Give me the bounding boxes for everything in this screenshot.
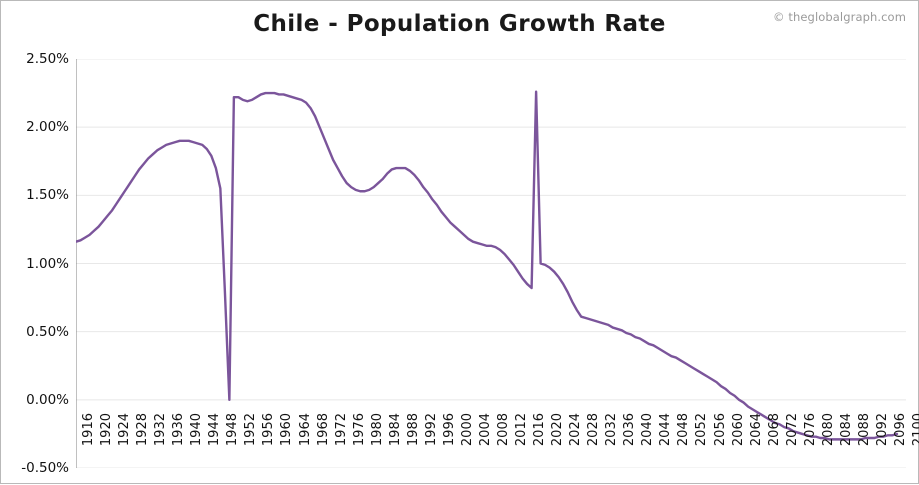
- x-axis-tick-label: 2032: [604, 413, 620, 447]
- x-axis-tick-label: 1944: [207, 413, 223, 447]
- y-axis-tick-label: 0.50%: [26, 323, 69, 340]
- x-axis-tick-label: 1952: [243, 413, 259, 447]
- x-axis-tick-label: 1956: [261, 413, 277, 447]
- gridlines: [76, 59, 906, 468]
- x-axis-tick-label: 2096: [892, 413, 908, 447]
- x-axis-tick-label: 1936: [171, 413, 187, 447]
- data-series-line: [76, 90, 899, 441]
- x-axis-tick-label: 1924: [117, 413, 133, 447]
- x-axis-tick-label: 1972: [333, 413, 349, 447]
- x-axis-tick-label: 2036: [622, 413, 638, 447]
- y-axis-tick-label: 2.00%: [26, 119, 69, 136]
- plot-area: [76, 59, 906, 468]
- x-axis-tick-label: 2080: [820, 413, 836, 447]
- x-axis-tick-label: 2100: [911, 413, 919, 447]
- x-axis-tick-label: 2056: [712, 413, 728, 447]
- x-axis-tick-label: 1940: [189, 413, 205, 447]
- x-axis-tick-label: 2016: [532, 413, 548, 447]
- x-axis-tick-label: 1988: [405, 413, 421, 447]
- x-axis-tick-label: 2072: [784, 413, 800, 447]
- x-axis-tick-label: 1968: [315, 413, 331, 447]
- x-axis-tick-label: 2012: [514, 413, 530, 447]
- x-axis-tick-label: 2044: [658, 413, 674, 447]
- x-axis-tick-label: 2052: [694, 413, 710, 447]
- x-axis-tick-label: 2064: [748, 413, 764, 447]
- x-axis-tick-label: 1928: [135, 413, 151, 447]
- x-axis-tick-label: 2020: [550, 413, 566, 447]
- x-axis-tick-label: 1964: [297, 413, 313, 447]
- y-axis-tick-label: 1.50%: [26, 187, 69, 204]
- y-axis-tick-label: 1.00%: [26, 255, 69, 272]
- x-axis-tick-label: 1948: [225, 413, 241, 447]
- y-axis-tick-label: 0.00%: [26, 391, 69, 408]
- x-axis-tick-label: 1976: [351, 413, 367, 447]
- x-axis-tick-label: 1984: [387, 413, 403, 447]
- x-axis-tick-label: 2000: [459, 413, 475, 447]
- y-axis-tick-label: 2.50%: [26, 51, 69, 67]
- x-axis-tick-label: 1920: [99, 413, 115, 447]
- line-chart-svg: [76, 59, 906, 468]
- x-axis-tick-label: 2088: [856, 413, 872, 447]
- x-axis-tick-label: 2076: [802, 413, 818, 447]
- x-axis-tick-label: 1932: [153, 413, 169, 447]
- x-axis-tick-label: 1980: [369, 413, 385, 447]
- y-axis-tick-label: -0.50%: [21, 460, 69, 476]
- x-axis-tick-label: 2092: [874, 413, 890, 447]
- x-axis-tick-label: 1996: [441, 413, 457, 447]
- x-axis-tick-label: 2008: [496, 413, 511, 447]
- x-axis-tick-label: 1916: [81, 413, 96, 447]
- x-axis-tick-label: 2048: [676, 413, 692, 447]
- x-axis-tick-label: 2004: [477, 413, 493, 447]
- x-axis-tick-label: 1960: [279, 413, 295, 447]
- x-axis-tick-label: 2068: [766, 413, 782, 447]
- x-axis-tick-label: 2040: [640, 413, 656, 447]
- x-axis-tick-label: 2028: [586, 413, 602, 447]
- watermark-credit: © theglobalgraph.com: [773, 10, 906, 24]
- x-axis-tick-label: 1992: [423, 413, 439, 447]
- x-axis-tick-label: 2060: [730, 413, 746, 447]
- x-axis-labels: 1916 1920 1924 1928 1932 1936 1940 1944 1948 1952…: [1, 405, 919, 485]
- x-axis-tick-label: 2024: [568, 413, 584, 447]
- y-axis-labels: 2.50% 2.00% 1.50% 1.00% 0.50% 0.00% -0.50%: [1, 1, 69, 485]
- x-axis-tick-label: 2084: [838, 413, 854, 447]
- chart-title: Chile - Population Growth Rate: [253, 11, 666, 37]
